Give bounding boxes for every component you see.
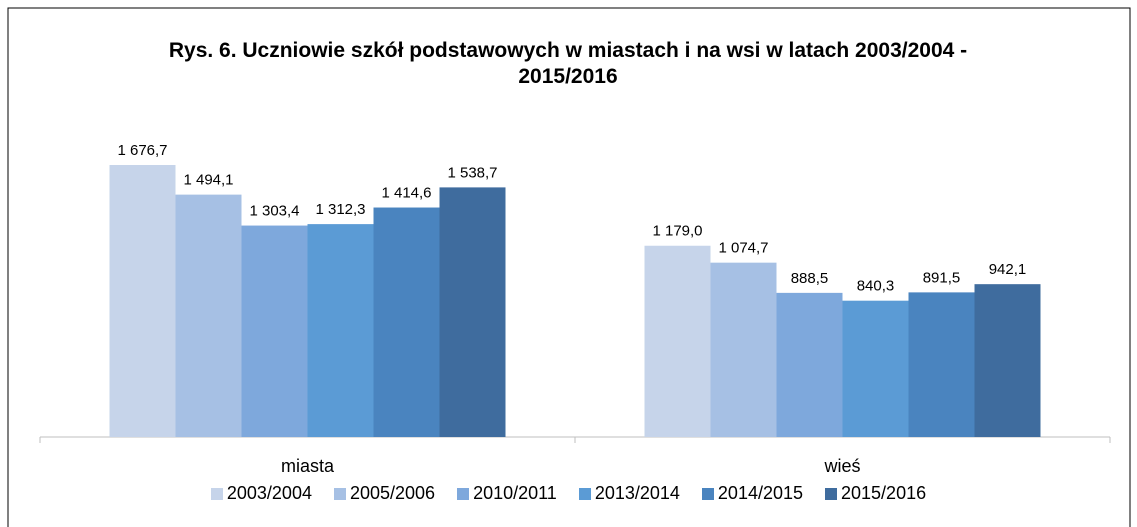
bar <box>241 225 308 437</box>
bar <box>842 300 909 437</box>
legend-label: 2010/2011 <box>473 483 557 503</box>
data-label: 942,1 <box>989 261 1027 278</box>
x-tick-label: miasta <box>281 456 335 476</box>
bar <box>644 245 711 437</box>
bar <box>109 165 176 437</box>
x-tick-label: wieś <box>823 456 860 476</box>
legend-swatch <box>457 487 470 500</box>
bar <box>908 292 975 437</box>
bar <box>439 187 506 437</box>
bar <box>776 292 843 437</box>
data-label: 888,5 <box>791 270 829 287</box>
chart-title: Rys. 6. Uczniowie szkół podstawowych w m… <box>168 39 968 88</box>
legend-label: 2013/2014 <box>594 483 680 503</box>
legend-item: 2015/2016 <box>825 483 926 504</box>
legend-item: 2013/2014 <box>578 483 680 504</box>
bar <box>307 224 374 437</box>
legend-swatch <box>210 487 223 500</box>
data-label: 1 312,3 <box>315 201 365 218</box>
legend-label: 2014/2015 <box>717 483 804 503</box>
bar <box>974 284 1041 437</box>
legend-swatch <box>578 487 591 500</box>
data-label: 891,5 <box>923 269 961 286</box>
data-label: 1 074,7 <box>718 240 768 257</box>
bar <box>373 207 440 437</box>
data-label: 1 303,4 <box>249 203 299 220</box>
legend-item: 2005/2006 <box>333 483 436 504</box>
legend-label: 2015/2016 <box>841 483 927 503</box>
bar <box>710 262 777 437</box>
data-label: 1 414,6 <box>381 185 431 202</box>
frame <box>7 7 1131 527</box>
legend-item: 2014/2015 <box>701 483 804 504</box>
legend-item: 2010/2011 <box>457 483 557 504</box>
legend-label: 2005/2006 <box>349 483 436 503</box>
data-label: 840,3 <box>857 278 895 295</box>
legend-swatch <box>333 487 346 500</box>
data-label: 1 494,1 <box>183 172 233 189</box>
legend-item: 2003/2004 <box>210 483 312 504</box>
data-label: 1 538,7 <box>447 164 497 181</box>
legend-swatch <box>701 487 714 500</box>
legend-swatch <box>825 487 838 500</box>
data-label: 1 676,7 <box>117 142 167 159</box>
data-label: 1 179,0 <box>652 223 702 240</box>
bar <box>175 194 242 437</box>
legend-label: 2003/2004 <box>226 483 312 503</box>
legend: 2003/2004 2005/2006 2010/2011 2013/2014 2014… <box>0 483 1137 504</box>
